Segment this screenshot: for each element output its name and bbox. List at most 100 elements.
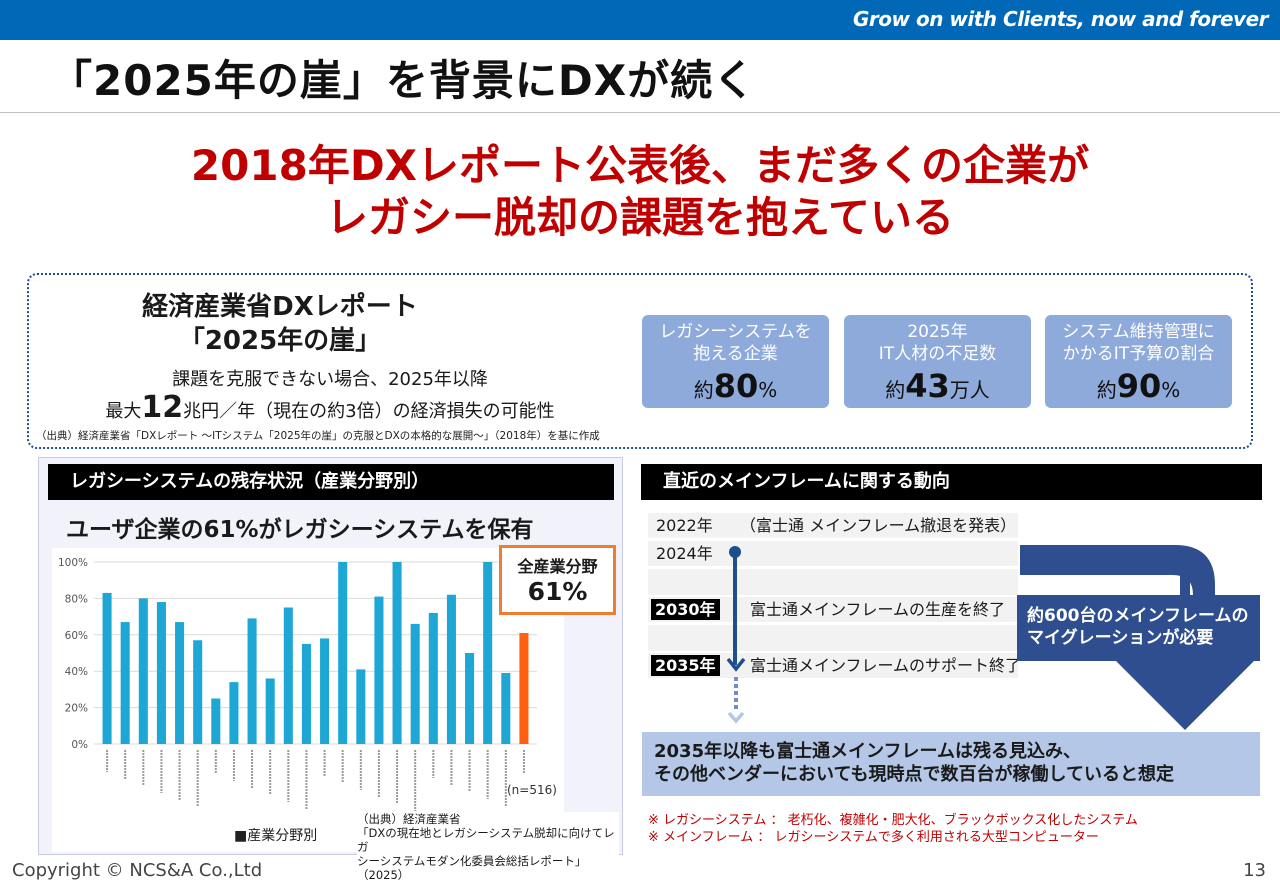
conclusion-line-2: その他ベンダーにおいても現時点で数百台が稼働していると想定 [654, 764, 1175, 785]
stat-value: 約80% [642, 367, 829, 405]
stat-number: 80 [713, 367, 759, 405]
bar [283, 607, 293, 744]
chart-area: 0% 20% 40% 60% 80% 100% ■産業分野別 (n=516) [52, 548, 564, 852]
bar [519, 632, 529, 744]
report-desc-prefix: 最大 [105, 401, 142, 422]
stat-label: システム維持管理に かかるIT予算の割合 [1045, 315, 1232, 365]
stat-number: 90 [1116, 367, 1162, 405]
stat-unit: % [758, 378, 778, 402]
timeline-row: 2030年 富士通メインフレームの生産を終了 [648, 597, 1018, 622]
down-arrow-icon [1020, 545, 1255, 730]
stat-prefix: 約 [885, 378, 906, 402]
y-tick-label: 60% [65, 630, 88, 642]
bar [446, 594, 456, 744]
bar [483, 562, 493, 744]
legend-label: ■産業分野別 [234, 828, 317, 844]
migration-arrow [1020, 545, 1255, 730]
y-tick-label: 40% [65, 666, 88, 678]
all-industry-callout: 全産業分野 61% [499, 545, 616, 615]
report-title-line-1: 経済産業省DXレポート [142, 292, 418, 322]
bar [138, 598, 148, 744]
bar [301, 643, 311, 744]
bar [120, 622, 130, 744]
top-banner: Grow on with Clients, now and forever [0, 0, 1280, 40]
bar [175, 622, 185, 744]
stat-prefix: 約 [1096, 378, 1117, 402]
timeline-spacer [648, 625, 1018, 651]
chart-source-line-3: シーシステムモダン化委員会総括レポート」（2025） [357, 854, 587, 882]
report-desc-suffix: 兆円／年（現在の約3倍）の経済損失の可能性 [183, 401, 555, 422]
report-title-line-2: 「2025年の崖」 [178, 326, 382, 356]
timeline-row: 2035年 富士通メインフレームのサポート終了 [648, 653, 1021, 678]
stat-card-it-budget: システム維持管理に かかるIT予算の割合 約90% [1045, 315, 1232, 408]
chart-source-line-2: 「DXの現在地とレガシーシステム脱却に向けてレガ [357, 826, 615, 854]
stat-prefix: 約 [693, 378, 714, 402]
timeline-year: 2030年 [651, 599, 720, 620]
y-tick-label: 20% [65, 703, 88, 715]
stat-label-line-1: レガシーシステムを [659, 322, 812, 342]
footnote-legacy: ※ レガシーシステム ： 老朽化、複雑化・肥大化、ブラックボックス化したシステム [648, 813, 1138, 828]
timeline-line [733, 552, 737, 665]
tagline: Grow on with Clients, now and forever [853, 7, 1268, 31]
bar [501, 673, 511, 744]
conclusion-line-1: 2035年以降も富士通メインフレームは残る見込み、 [654, 741, 1082, 762]
stat-label-line-2: かかるIT予算の割合 [1062, 344, 1215, 364]
report-desc-line-2: 最大12兆円／年（現在の約3倍）の経済損失の可能性 [60, 393, 600, 426]
loss-amount: 12 [141, 390, 184, 425]
timeline-year: 2022年 [656, 516, 713, 535]
down-arrow-icon [726, 657, 746, 672]
timeline-year: 2035年 [651, 655, 720, 676]
chevron-down-icon [727, 711, 745, 724]
y-tick-label: 0% [71, 739, 88, 751]
conclusion-box: 2035年以降も富士通メインフレームは残る見込み、 その他ベンダーにおいても現時… [642, 732, 1260, 796]
stat-label: 2025年 IT人材の不足数 [844, 315, 1031, 365]
bar [229, 682, 239, 744]
stat-unit: 万人 [949, 378, 990, 402]
bar [392, 562, 402, 744]
stat-label-line-1: システム維持管理に [1062, 322, 1215, 342]
bar [265, 678, 275, 744]
bar [338, 562, 348, 744]
migration-line-1: 約600台のメインフレームの [1027, 606, 1249, 626]
stat-value: 約43万人 [844, 367, 1031, 405]
migration-line-2: マイグレーションが必要 [1027, 628, 1214, 648]
callout-value: 61% [527, 577, 588, 606]
bar [156, 602, 166, 744]
timeline-text: （富士通 メインフレーム撤退を発表） [740, 516, 1017, 535]
stat-card-it-talent: 2025年 IT人材の不足数 約43万人 [844, 315, 1031, 408]
footnotes: ※ レガシーシステム ： 老朽化、複雑化・肥大化、ブラックボックス化したシステム… [648, 812, 1138, 846]
stat-unit: % [1161, 378, 1181, 402]
report-title: 経済産業省DXレポート 「2025年の崖」 [100, 290, 460, 358]
timeline-row: 2022年 （富士通 メインフレーム撤退を発表） [648, 513, 1018, 538]
timeline-section-heading: 直近のメインフレームに関する動向 [641, 464, 1262, 500]
bar [247, 618, 257, 744]
headline-line-2: レガシー脱却の課題を抱えている [326, 193, 954, 242]
footnote-mainframe: ※ メインフレーム ： レガシーシステムで多く利用される大型コンピューター [648, 830, 1099, 845]
copyright: Copyright © NCS&A Co.,Ltd [12, 860, 263, 881]
timeline-year: 2024年 [656, 544, 713, 563]
stat-label-line-1: 2025年 [907, 322, 968, 342]
bar [356, 669, 366, 744]
timeline-row: 2024年 [648, 541, 1018, 566]
report-desc-line-1: 課題を克服できない場合、2025年以降 [172, 369, 488, 390]
report-summary-box [27, 273, 1253, 449]
bar [320, 638, 330, 744]
page-title: 「2025年の崖」を背景にDXが続く [50, 56, 757, 105]
chart-source-line-1: （出典）経済産業省 [357, 812, 461, 826]
y-tick-label: 100% [58, 557, 88, 569]
report-source: （出典）経済産業省「DXレポート ～ITシステム「2025年の崖」の克服とDXの… [36, 430, 600, 442]
stat-label-line-2: IT人材の不足数 [878, 344, 997, 364]
migration-box: 約600台のメインフレームの マイグレーションが必要 [1017, 595, 1260, 661]
headline: 2018年DXレポート公表後、まだ多くの企業が レガシー脱却の課題を抱えている [0, 140, 1280, 244]
timeline-spacer [648, 569, 1018, 595]
stat-card-legacy: レガシーシステムを 抱える企業 約80% [642, 315, 829, 408]
bar [428, 612, 438, 744]
headline-line-1: 2018年DXレポート公表後、まだ多くの企業が [190, 141, 1090, 190]
title-divider [0, 112, 1280, 113]
legacy-section-heading: レガシーシステムの残存状況（産業分野別） [48, 464, 614, 500]
stat-number: 43 [905, 367, 950, 405]
bar [193, 640, 203, 744]
report-description: 課題を克服できない場合、2025年以降 最大12兆円／年（現在の約3倍）の経済損… [60, 366, 600, 426]
timeline-text: 富士通メインフレームの生産を終了 [750, 600, 1006, 619]
sample-size-label: (n=516) [507, 783, 557, 797]
